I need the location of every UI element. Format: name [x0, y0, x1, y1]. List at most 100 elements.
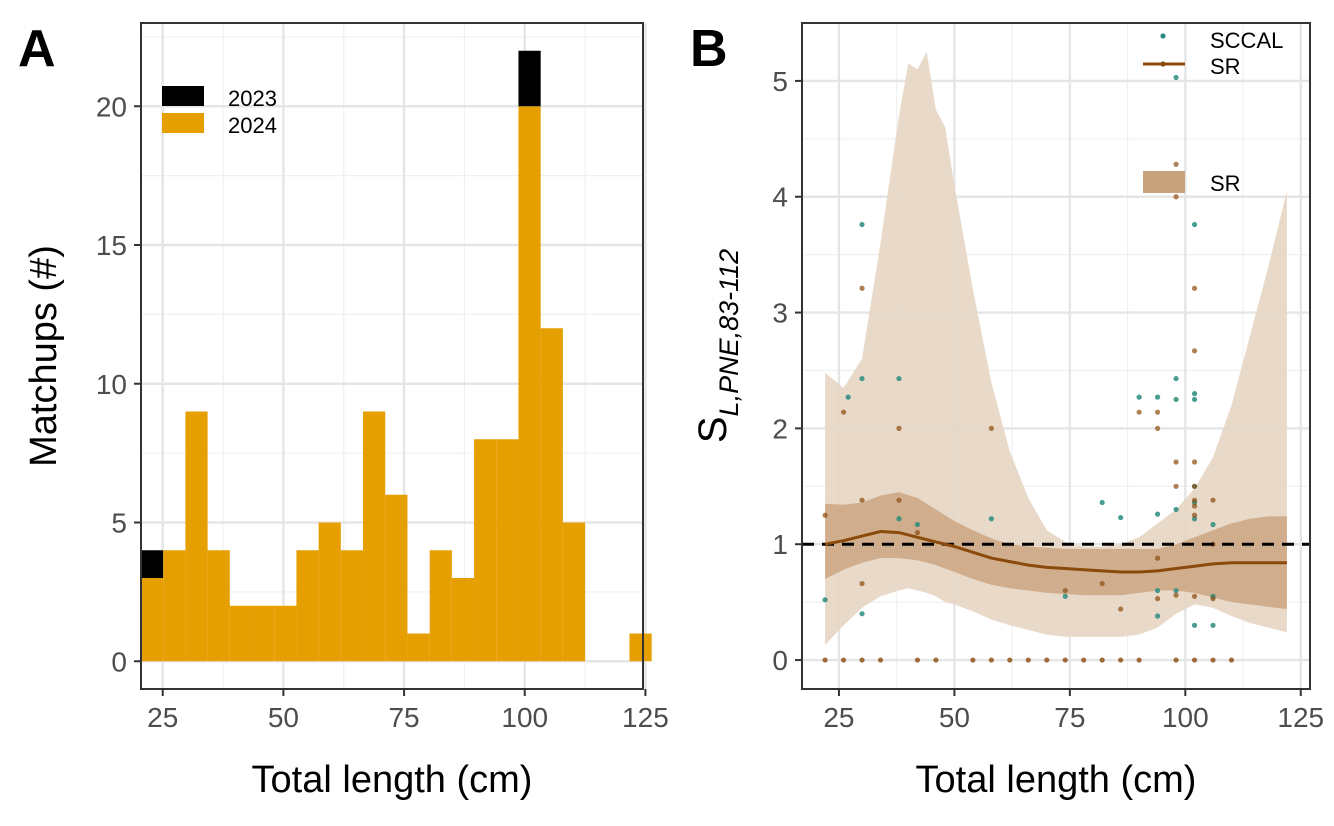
point-sr	[1191, 497, 1198, 503]
point-zero	[1081, 657, 1087, 663]
point-sr	[859, 285, 865, 291]
point-sr	[1155, 596, 1161, 602]
point-sccal	[1136, 394, 1142, 400]
y-tick-label: 20	[96, 91, 127, 122]
point-zero	[1228, 657, 1235, 663]
y-tick-label: 5	[772, 66, 788, 97]
bar-2024	[207, 550, 230, 662]
bar-2023	[518, 50, 541, 107]
y-axis-title: SL,PNE,83-112	[691, 249, 744, 443]
panel-a-tag: A	[18, 20, 56, 78]
point-zero	[1118, 657, 1124, 663]
bar-2024	[252, 605, 275, 662]
point-sr	[859, 497, 865, 503]
point-sr	[859, 580, 865, 587]
point-zero	[822, 657, 828, 663]
point-sccal	[1173, 74, 1179, 81]
point-sccal	[1173, 375, 1179, 382]
bar-2024	[163, 550, 186, 662]
sr-band-inner	[825, 492, 1287, 610]
bar-2024	[429, 550, 452, 662]
point-sccal	[1155, 394, 1161, 400]
y-tick-label: 0	[772, 645, 788, 676]
legend-key-2024	[162, 113, 204, 133]
point-sccal	[1155, 587, 1161, 594]
point-sccal	[1118, 514, 1124, 521]
legend-key-sr-band	[1143, 171, 1185, 193]
legend-label-2024: 2024	[228, 113, 277, 138]
point-sr	[1118, 606, 1124, 612]
bar-2024	[340, 550, 364, 662]
point-sr	[1191, 512, 1198, 518]
x-tick-label: 25	[147, 702, 178, 733]
point-sccal	[859, 221, 865, 228]
point-sccal	[1099, 499, 1105, 506]
point-sccal	[1210, 521, 1216, 528]
point-zero	[933, 657, 939, 663]
x-tick-label: 75	[1054, 702, 1085, 733]
point-sccal	[859, 375, 865, 382]
panel-b: 25 50 75 100 125 0 1 2 3 4 5 Total length (cm) SL,PN…	[691, 22, 1324, 801]
bar-2024	[518, 106, 541, 662]
y-tick-label: 5	[111, 508, 127, 539]
legend-label-sr-line: SR	[1210, 54, 1241, 79]
y-axis-title-main: S	[691, 416, 735, 443]
point-zero	[840, 657, 847, 663]
y-tick-label: 0	[111, 646, 127, 677]
y-tick-label: 15	[96, 230, 127, 261]
point-sr	[1173, 592, 1179, 598]
point-zero	[1044, 657, 1050, 663]
x-tick-label: 125	[622, 702, 669, 733]
panel-a: 25 50 75 100 125 0 5 10 15 20 Total length (cm) Mat…	[23, 22, 669, 801]
point-zero	[1007, 657, 1013, 663]
point-sccal	[1155, 613, 1161, 619]
point-sr	[1136, 409, 1142, 415]
point-sr	[1173, 161, 1179, 167]
legend-label-sccal: SCCAL	[1210, 28, 1283, 53]
point-sccal	[1173, 396, 1179, 403]
point-zero	[914, 657, 921, 663]
legend-key-sccal	[1160, 33, 1166, 39]
point-sccal	[988, 516, 994, 522]
point-sccal	[896, 375, 902, 382]
point-zero	[1210, 657, 1216, 663]
x-tick-label: 50	[939, 702, 970, 733]
bar-2024	[318, 522, 341, 662]
y-tick-label: 10	[96, 369, 127, 400]
bar-2024	[474, 439, 497, 662]
point-sr	[1155, 409, 1161, 415]
bar-2024	[385, 494, 408, 662]
sr-band-outer	[825, 52, 1287, 645]
panel-a-border	[140, 22, 644, 690]
bar-2024	[141, 578, 164, 662]
point-sr	[1173, 483, 1179, 489]
point-sccal	[1155, 511, 1161, 517]
point-sccal	[1173, 506, 1179, 513]
point-zero	[1062, 657, 1068, 663]
point-zero	[988, 657, 994, 663]
y-tick-label: 2	[772, 413, 788, 444]
point-sccal	[1173, 587, 1179, 594]
point-zero	[1136, 657, 1142, 663]
point-sr	[1191, 593, 1198, 599]
point-sccal	[1191, 391, 1198, 397]
legend-key-2023	[162, 86, 204, 106]
y-tick-label: 3	[772, 298, 788, 329]
y-axis-title: Matchups (#)	[23, 245, 65, 467]
point-sccal	[822, 597, 828, 603]
point-sr	[1191, 285, 1198, 291]
x-tick-label: 50	[268, 702, 299, 733]
point-zero	[1191, 657, 1198, 663]
y-tick-label: 4	[772, 182, 788, 213]
point-zero	[970, 657, 976, 663]
point-sccal	[859, 611, 865, 617]
legend-key-sr-dot	[1160, 61, 1166, 67]
bar-2024	[496, 439, 519, 662]
sr-line	[824, 529, 1287, 574]
x-tick-label: 75	[388, 702, 419, 733]
point-sr	[1191, 459, 1198, 465]
point-sccal	[896, 516, 902, 522]
x-axis-title: Total length (cm)	[916, 759, 1197, 801]
